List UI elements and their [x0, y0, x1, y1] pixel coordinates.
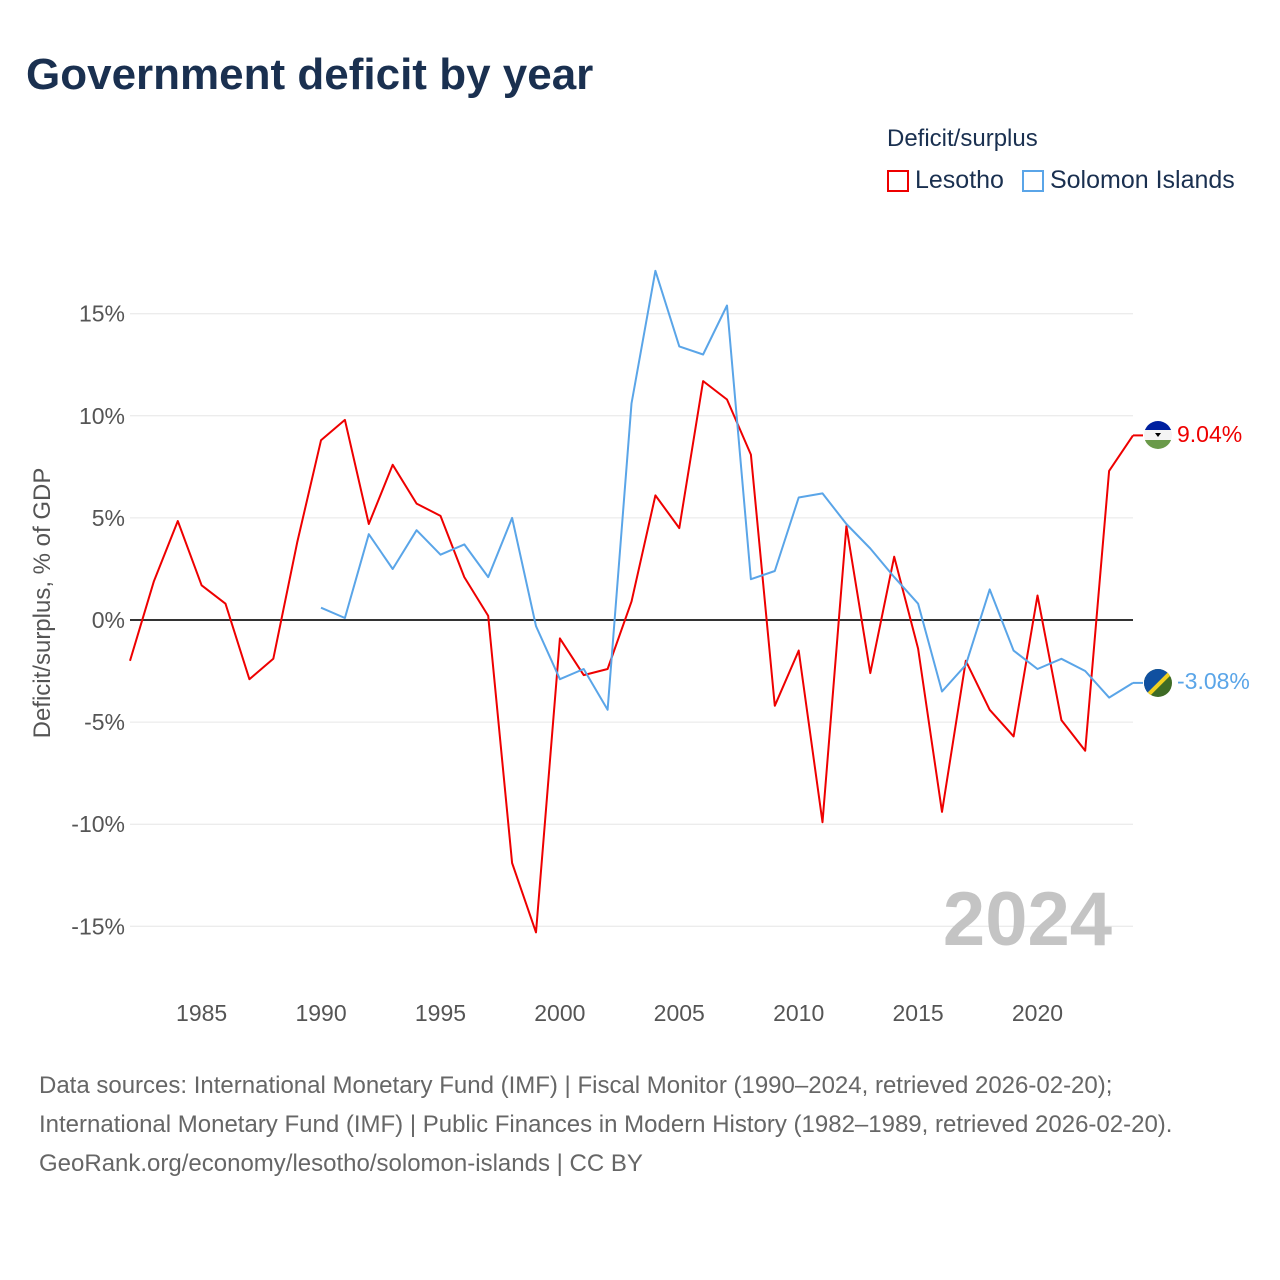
solomon-islands-flag-icon	[1144, 669, 1172, 697]
end-label-solomon-islands: -3.08%	[1177, 668, 1250, 694]
line-chart: -15% -10% -5% 0% 5% 10% 15% 1985 1990 1995 2000 20…	[29, 269, 1250, 1026]
legend-title: Deficit/surplus	[887, 125, 1038, 152]
legend-label: Lesotho	[915, 166, 1004, 194]
legend-label: Solomon Islands	[1049, 166, 1235, 194]
y-tick-label: -10%	[71, 811, 125, 837]
chart-title: Government deficit by year	[26, 50, 594, 99]
credit-link[interactable]: GeoRank.org/economy/lesotho/solomon-isla…	[39, 1150, 643, 1177]
data-sources: Data sources: International Monetary Fun…	[39, 1072, 1173, 1138]
x-tick-label: 2015	[892, 1000, 943, 1026]
x-tick-label: 2010	[773, 1000, 824, 1026]
y-tick-label: 15%	[79, 301, 125, 327]
legend-item-solomon-islands[interactable]: Solomon Islands	[1021, 166, 1235, 195]
y-tick-label: 0%	[92, 607, 125, 633]
y-tick-label: 5%	[92, 505, 125, 531]
y-tick-label: -5%	[84, 709, 125, 735]
y-tick-label: 10%	[79, 403, 125, 429]
legend-item-lesotho[interactable]: Lesotho	[887, 166, 1004, 195]
legend-swatch-solomon-islands	[1021, 169, 1044, 192]
series-line-solomon-islands	[320, 269, 1134, 711]
end-label-lesotho: 9.04%	[1177, 421, 1242, 447]
x-tick-label: 2000	[534, 1000, 585, 1026]
footer: Data sources: International Monetary Fun…	[39, 1066, 1239, 1183]
lesotho-flag-icon	[1144, 421, 1172, 449]
x-tick-label: 2020	[1012, 1000, 1063, 1026]
x-tick-label: 1995	[415, 1000, 466, 1026]
y-axis-label: Deficit/surplus, % of GDP	[29, 468, 56, 739]
series-line-lesotho	[129, 380, 1134, 934]
legend-swatch-lesotho	[887, 169, 909, 192]
year-watermark: 2024	[943, 877, 1112, 962]
legend: Lesotho Solomon Islands	[887, 166, 1235, 195]
y-tick-label: -15%	[71, 913, 125, 939]
x-tick-label: 1990	[295, 1000, 346, 1026]
x-tick-label: 1985	[176, 1000, 227, 1026]
x-tick-label: 2005	[654, 1000, 705, 1026]
